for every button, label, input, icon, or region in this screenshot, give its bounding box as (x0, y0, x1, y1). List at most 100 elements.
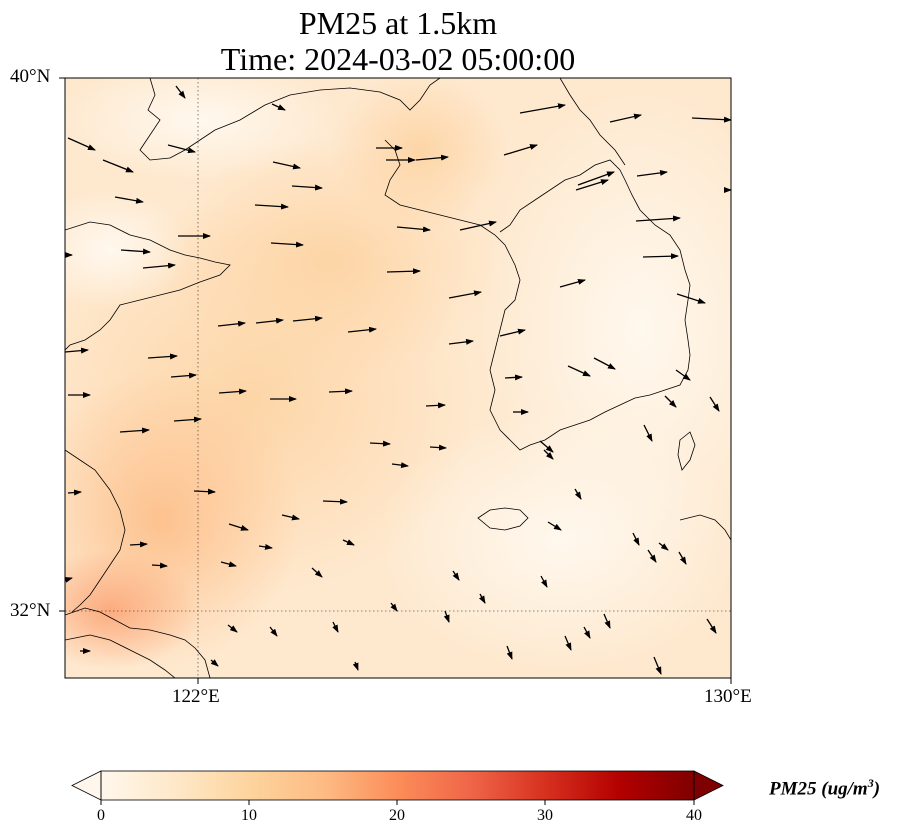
coastline-jiangsu (65, 449, 126, 613)
wind-arrow (452, 570, 460, 581)
wind-arrow (167, 144, 196, 154)
wind-arrow (228, 523, 249, 531)
wind-arrow (676, 293, 706, 304)
wind-arrow (506, 645, 513, 660)
wind-arrow (443, 610, 450, 623)
wind-arrow (503, 144, 538, 156)
colorbar-label: PM25 (ug/m3) (769, 776, 881, 800)
coastline-jeju (477, 507, 529, 531)
wind-arrow (270, 241, 304, 248)
colorbar-tick-20: 20 (389, 807, 405, 824)
wind-arrow (342, 539, 355, 546)
wind-arrow (647, 549, 657, 563)
wind-arrow (658, 542, 669, 551)
wind-arrow (574, 488, 582, 500)
wind-arrow (193, 488, 216, 495)
wind-arrow (478, 593, 486, 604)
wind-arrow (217, 320, 246, 327)
wind-arrow (67, 489, 82, 496)
wind-arrow (396, 226, 431, 233)
wind-arrow (151, 562, 168, 569)
wind-arrow (210, 659, 219, 667)
wind-arrow (415, 154, 449, 161)
colorbar-tick-30: 30 (537, 807, 553, 824)
wind-arrow (567, 365, 591, 377)
wind-vectors (64, 85, 732, 675)
wind-arrow (459, 220, 497, 231)
wind-arrow (322, 498, 348, 505)
wind-arrow (547, 521, 562, 531)
wind-arrow (609, 113, 642, 123)
wind-arrow (653, 656, 662, 675)
wind-arrow (664, 395, 677, 408)
wind-arrow (271, 103, 286, 111)
wind-arrow (564, 635, 572, 651)
coastlines (65, 78, 731, 678)
wind-arrow (258, 543, 273, 550)
wind-arrow (269, 626, 278, 637)
wind-arrow (291, 184, 323, 191)
axis-ticks (59, 77, 732, 684)
wind-arrow (575, 179, 609, 191)
coastline-korea-northeast (559, 78, 626, 166)
wind-arrow (635, 215, 681, 222)
lat-label-40n: 40°N (10, 66, 51, 87)
wind-arrow (709, 396, 720, 412)
wind-arrow (499, 328, 526, 337)
wind-arrow (425, 402, 446, 409)
coastline-kyushu (679, 514, 731, 541)
wind-arrow (386, 268, 421, 275)
wind-arrow (281, 514, 300, 521)
wind-arrow (675, 369, 691, 381)
colorbar-gradient (101, 771, 694, 800)
wind-arrow (64, 577, 73, 583)
map-title-line2: Time: 2024-03-02 05:00:00 (220, 41, 576, 77)
coastline-yangtze (65, 607, 211, 678)
wind-arrow (448, 338, 474, 345)
wind-arrow (120, 248, 151, 255)
wind-arrow (102, 159, 134, 173)
wind-arrow (64, 347, 89, 354)
wind-arrow (67, 137, 96, 151)
wind-arrow (227, 624, 238, 633)
wind-arrow (129, 541, 148, 548)
pm25-field (65, 78, 731, 678)
wind-arrow (448, 290, 482, 299)
wind-arrow (632, 532, 640, 546)
colorbar-tick-0: 0 (97, 807, 105, 824)
wind-arrow (390, 602, 398, 612)
coastline-liaodong-peninsula (384, 139, 691, 451)
colorbar-extend-high (693, 770, 724, 801)
coastline-bohai-west (65, 221, 231, 351)
wind-arrow (504, 374, 523, 381)
wind-arrow (369, 440, 391, 447)
coastline-liaodong (139, 78, 441, 161)
wind-arrow (119, 427, 150, 434)
wind-arrow (706, 618, 717, 634)
wind-arrow (583, 626, 591, 639)
map-frame (64, 77, 732, 679)
wind-arrow (170, 372, 197, 379)
wind-arrow (539, 440, 554, 453)
wind-arrow (559, 278, 586, 288)
wind-arrow (142, 262, 176, 269)
wind-arrow (643, 424, 653, 442)
colorbar-extend-low (71, 770, 102, 801)
wind-arrow (636, 169, 668, 177)
wind-arrow (391, 462, 409, 469)
wind-arrow (429, 444, 447, 451)
wind-arrow (540, 575, 548, 588)
wind-arrow (519, 103, 566, 114)
lon-label-130e: 130°E (704, 686, 752, 707)
wind-arrow (173, 416, 202, 423)
wind-arrow (678, 551, 687, 565)
colorbar (71, 770, 724, 805)
wind-arrow (254, 203, 289, 210)
wind-arrow (352, 661, 359, 671)
coastline-yangtze-south (65, 634, 176, 678)
lat-label-32n: 32°N (10, 600, 51, 621)
wind-arrow (332, 621, 339, 633)
wind-arrow (114, 196, 144, 204)
wind-arrow (311, 567, 323, 578)
colorbar-tick-40: 40 (686, 807, 702, 824)
